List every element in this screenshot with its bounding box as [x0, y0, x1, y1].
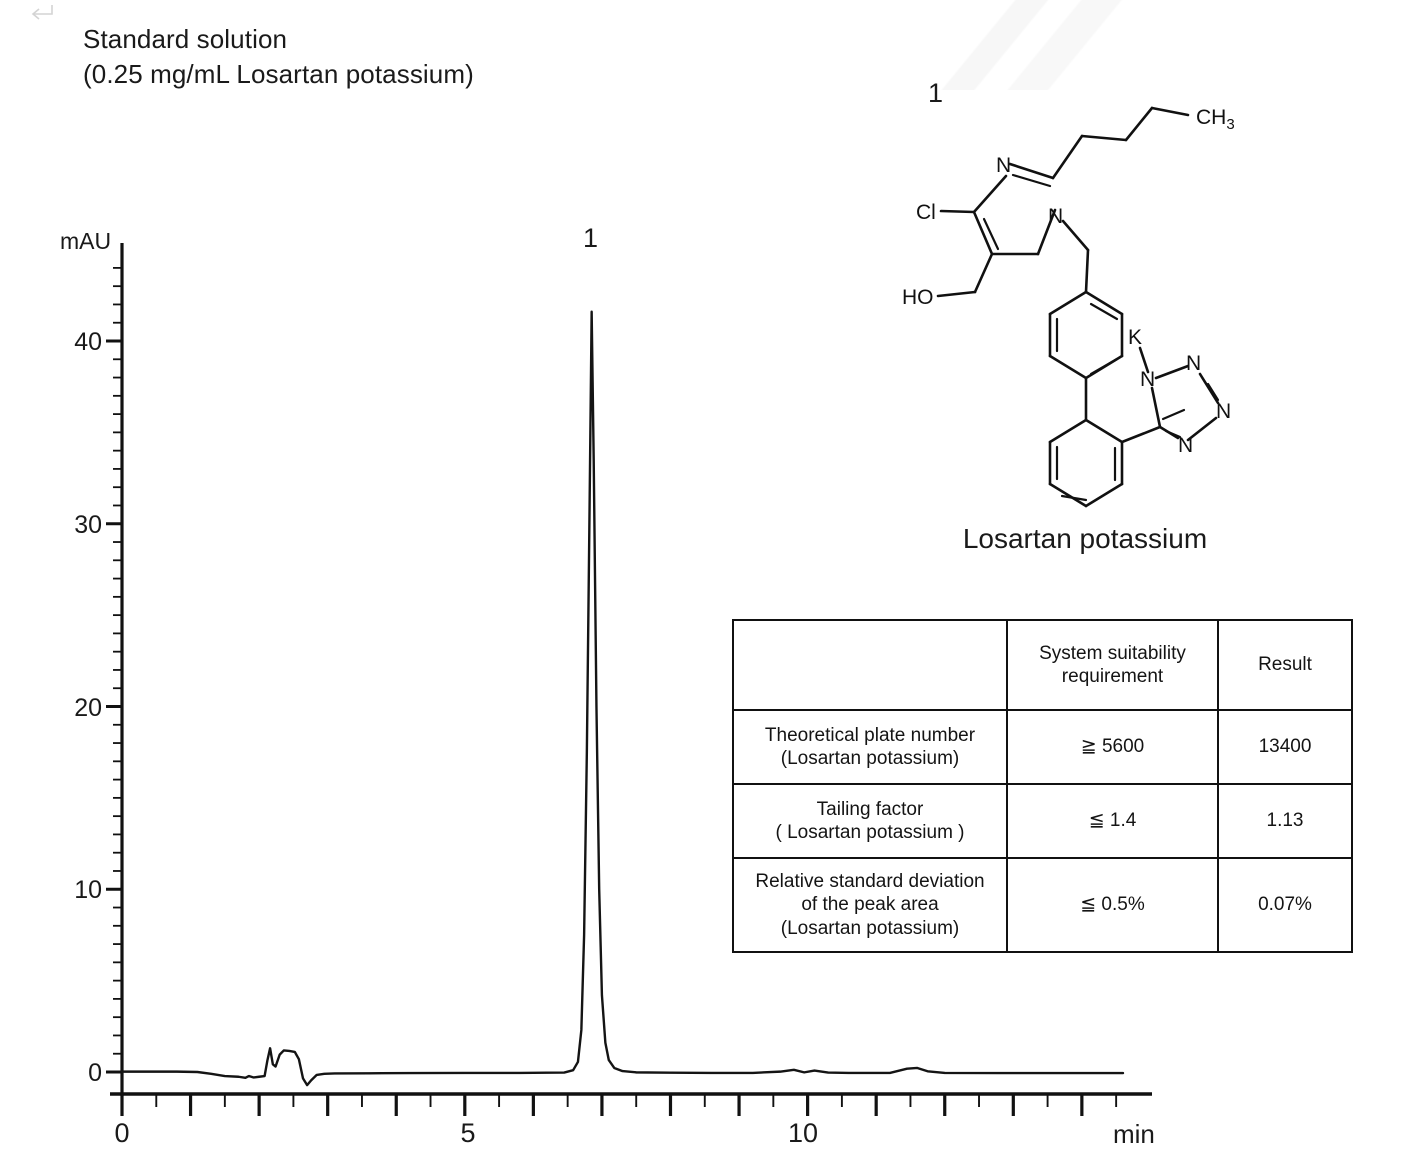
atom-label-tetrazole-n1: N	[1140, 368, 1155, 391]
title-line-1: Standard solution	[83, 24, 288, 54]
row-requirement-tailing-factor: ≦ 1.4	[1006, 783, 1219, 859]
table-row: Tailing factor ( Losartan potassium ) ≦ …	[732, 783, 1353, 859]
row-label-line-1: Tailing factor	[816, 798, 924, 820]
atom-label-tetrazole-n2: N	[1186, 352, 1201, 375]
header-cell-blank	[732, 619, 1008, 711]
losartan-structure-drawing: CH3 Cl HO N N K N N N N	[902, 106, 1235, 508]
row-label-line-2: of the peak area	[801, 894, 939, 916]
y-axis-label: mAU	[60, 228, 112, 254]
table-row: Relative standard deviation of the peak …	[732, 857, 1353, 953]
header-requirement-line-1: System suitability	[1039, 642, 1186, 664]
y-tick-label-40: 40	[74, 328, 102, 356]
figure-title: Standard solution (0.25 mg/mL Losartan p…	[83, 22, 474, 91]
x-tick-label-0: 0	[114, 1118, 130, 1148]
title-line-2: (0.25 mg/mL Losartan potassium)	[83, 58, 474, 89]
atom-label-ho: HO	[902, 286, 934, 309]
row-result-tailing-factor: 1.13	[1217, 783, 1353, 859]
molecule-caption: Losartan potassium	[962, 523, 1208, 554]
row-label-line-3: (Losartan potassium)	[780, 917, 960, 939]
x-axis-unit-label: min	[1113, 1119, 1155, 1149]
row-requirement-plate-number: ≧ 5600	[1006, 709, 1219, 785]
molecule-structure: 1	[900, 78, 1270, 528]
row-label-line-1: Relative standard deviation	[755, 871, 985, 893]
row-label-line-2: (Losartan potassium)	[780, 748, 960, 769]
atom-label-tetrazole-n3: N	[1216, 400, 1231, 423]
row-label-rsd: Relative standard deviation of the peak …	[732, 857, 1008, 953]
peak-1-annotation: 1	[583, 223, 599, 253]
atom-label-imidazole-n3: N	[996, 154, 1011, 177]
x-tick-label-5: 5	[460, 1118, 476, 1148]
y-tick-label-20: 20	[74, 694, 102, 722]
row-result-plate-number: 13400	[1217, 709, 1353, 785]
system-suitability-table: System suitability requirement Result Th…	[732, 619, 1353, 953]
atom-label-k: K	[1128, 326, 1142, 349]
row-label-line-2: ( Losartan potassium )	[775, 822, 965, 843]
y-tick-label-10: 10	[74, 876, 102, 904]
x-axis-ticks	[120, 1094, 1118, 1116]
y-tick-label-0: 0	[88, 1059, 102, 1087]
molecule-index-label: 1	[928, 78, 944, 108]
header-cell-requirement: System suitability requirement	[1006, 619, 1219, 711]
table-header-row: System suitability requirement Result	[732, 619, 1353, 711]
watermark-artifact	[917, 0, 1143, 90]
y-axis-ticks	[106, 266, 122, 1074]
atom-label-cl: Cl	[916, 201, 936, 224]
x-tick-label-10: 10	[787, 1118, 819, 1148]
row-requirement-rsd: ≦ 0.5%	[1006, 857, 1219, 953]
y-tick-label-30: 30	[74, 511, 102, 539]
atom-label-tetrazole-n4: N	[1178, 434, 1193, 457]
atom-label-ch3: CH3	[1196, 106, 1235, 133]
row-label-line-1: Theoretical plate number	[764, 724, 976, 746]
header-cell-result: Result	[1217, 619, 1353, 711]
header-requirement-line-2: requirement	[1061, 666, 1164, 687]
table-row: Theoretical plate number (Losartan potas…	[732, 709, 1353, 785]
row-result-rsd: 0.07%	[1217, 857, 1353, 953]
row-label-tailing-factor: Tailing factor ( Losartan potassium )	[732, 783, 1008, 859]
row-label-plate-number: Theoretical plate number (Losartan potas…	[732, 709, 1008, 785]
corner-arrow-icon	[31, 5, 53, 20]
atom-label-imidazole-n1: N	[1048, 205, 1063, 228]
